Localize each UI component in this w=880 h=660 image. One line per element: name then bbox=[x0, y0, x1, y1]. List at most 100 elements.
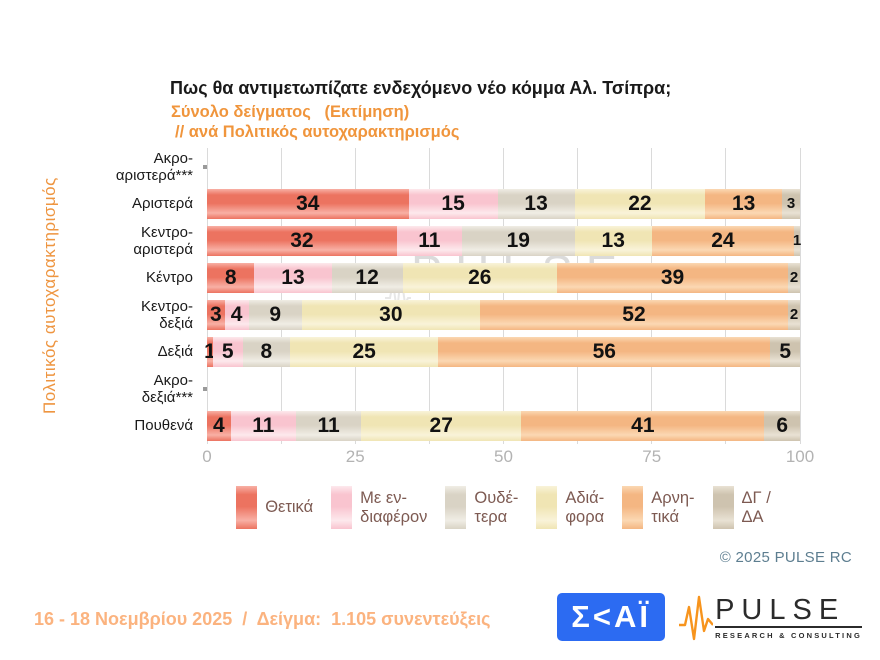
row-label-line: Δεξιά bbox=[157, 343, 193, 360]
gridline bbox=[206, 148, 208, 444]
legend-label-line: Αρνη- bbox=[651, 488, 695, 507]
row-label-line: Κέντρο bbox=[146, 269, 193, 286]
gridline bbox=[725, 148, 727, 444]
legend-swatch bbox=[331, 486, 353, 529]
copyright-note: © 2025 PULSE RC bbox=[719, 549, 852, 566]
legend-swatch bbox=[236, 486, 258, 529]
gridline bbox=[577, 148, 579, 444]
row-label: Ακρο-αριστερά*** bbox=[0, 148, 193, 185]
bar-segment: 8 bbox=[242, 336, 291, 367]
legend-item: Ουδέ-τερα bbox=[445, 486, 518, 529]
bar-value-label: 2 bbox=[789, 306, 799, 323]
bar-segment: 4 bbox=[224, 299, 249, 330]
bar-segment: 3 bbox=[207, 299, 225, 330]
bar-segment: 1 bbox=[793, 225, 801, 256]
bar-segment: 13 bbox=[254, 262, 332, 293]
bar-row bbox=[203, 152, 800, 182]
bar-value-label: 34 bbox=[296, 191, 320, 215]
legend-swatch bbox=[445, 486, 467, 529]
x-tick-label: 25 bbox=[345, 447, 365, 466]
row-label-line: δεξιά bbox=[159, 314, 193, 332]
legend-item: Με εν-διαφέρον bbox=[331, 486, 427, 529]
row-label-line: Ακρο- bbox=[153, 149, 193, 167]
bar-segment: 1 bbox=[204, 336, 216, 367]
legend-label-line: τερα bbox=[474, 507, 508, 526]
gridline bbox=[280, 148, 282, 444]
bar-segment: 13 bbox=[705, 188, 783, 219]
bar-value-label: 4 bbox=[230, 302, 243, 326]
bar-value-label: 15 bbox=[441, 191, 465, 215]
bar-segment: 22 bbox=[574, 188, 706, 219]
x-tick-label: 50 bbox=[494, 447, 513, 466]
bar-value-label: 24 bbox=[711, 228, 735, 252]
x-tick-label: 0 bbox=[202, 447, 212, 466]
pulse-logo-text: PULSE bbox=[715, 595, 862, 628]
bar-value-label: 32 bbox=[290, 228, 314, 252]
pulse-waveform-icon bbox=[679, 595, 714, 641]
legend-label: Αδιά-φορα bbox=[565, 489, 604, 527]
skai-logo: Σ<ΑΪ bbox=[557, 593, 666, 641]
legend-label-line: φορα bbox=[565, 507, 605, 526]
bar-value-label: 4 bbox=[213, 413, 225, 437]
bar-segment: 39 bbox=[556, 262, 789, 293]
bar-segment: 11 bbox=[295, 410, 362, 441]
bar-segment: 13 bbox=[497, 188, 575, 219]
row-label-line: Αριστερά bbox=[132, 195, 193, 212]
row-label-line: Ακρο- bbox=[153, 371, 193, 389]
bar-segment: 3 bbox=[782, 188, 800, 219]
fieldwork-note: 16 - 18 Νοεμβρίου 2025 / Δείγμα: 1.105 σ… bbox=[34, 609, 491, 629]
bar-segment: 19 bbox=[461, 225, 575, 256]
bar-value-label: 12 bbox=[355, 265, 379, 289]
row-label-line: Κεντρο- bbox=[141, 297, 193, 315]
bar-value-label: 52 bbox=[622, 302, 646, 326]
bar-segment: 34 bbox=[207, 188, 409, 219]
legend-label: Αρνη-τικά bbox=[651, 489, 694, 527]
legend-label: Με εν-διαφέρον bbox=[360, 489, 427, 527]
bar-row: 34 15 13 22 13 3 bbox=[207, 188, 800, 219]
row-label: Πουθενά bbox=[0, 407, 193, 444]
plot-area: PULSE RESEARCH & CONSULTING 341513221333… bbox=[203, 148, 801, 444]
legend-swatch bbox=[536, 486, 558, 529]
chart-subtitle-breakdown: // ανά Πολιτικός αυτοχαρακτηρισμός bbox=[175, 123, 460, 141]
row-label-line: Κεντρο- bbox=[141, 223, 193, 241]
bar-value-label: 2 bbox=[789, 269, 799, 286]
bar-value-label: 30 bbox=[379, 302, 403, 326]
bar-value-label: 3 bbox=[786, 195, 796, 212]
legend-swatch bbox=[712, 486, 734, 529]
legend-item: Αρνη-τικά bbox=[622, 486, 695, 529]
bar-value-label: 56 bbox=[592, 339, 616, 363]
bar-segment: 25 bbox=[290, 336, 439, 367]
bar-segment: 2 bbox=[788, 299, 800, 330]
bar-value-label: 13 bbox=[281, 265, 305, 289]
bar-value-label: 22 bbox=[628, 191, 652, 215]
legend-label: ΔΓ / ΔΑ bbox=[742, 489, 771, 527]
x-tick-label: 100 bbox=[785, 447, 815, 466]
bar-segment: 30 bbox=[301, 299, 480, 330]
x-tick-label: 75 bbox=[642, 447, 662, 466]
empty-row-tick bbox=[203, 386, 207, 391]
bar-row: 4 11 11 27 41 6 bbox=[207, 410, 800, 441]
bar-segment: 41 bbox=[521, 410, 765, 441]
pulse-logo-subtext: RESEARCH & CONSULTING bbox=[715, 630, 862, 640]
legend-label-line: Ουδέ- bbox=[474, 488, 519, 507]
gridline bbox=[354, 148, 356, 444]
gridline bbox=[651, 148, 653, 444]
pulse-logo: PULSE RESEARCH & CONSULTING bbox=[679, 591, 862, 643]
row-label: Ακρο-δεξιά*** bbox=[0, 370, 193, 407]
bar-value-label: 13 bbox=[524, 191, 548, 215]
bar-value-label: 9 bbox=[269, 302, 282, 326]
bar-row: 3 4 9 30 52 2 bbox=[207, 299, 800, 330]
legend-label-line: ΔΑ bbox=[741, 507, 764, 526]
gridline bbox=[503, 148, 504, 444]
gridline bbox=[799, 148, 801, 444]
legend-item: ΔΓ / ΔΑ bbox=[712, 486, 771, 529]
bar-value-label: 11 bbox=[252, 413, 275, 437]
bar-value-label: 8 bbox=[224, 265, 237, 289]
row-label: Αριστερά bbox=[0, 185, 193, 222]
bar-value-label: 8 bbox=[260, 339, 273, 363]
bar-value-label: 19 bbox=[506, 228, 530, 252]
row-label: Κεντρο-δεξιά bbox=[0, 296, 193, 333]
legend-item: Αδιά-φορα bbox=[536, 486, 604, 529]
chart-title: Πως θα αντιμετωπίζατε ενδεχόμενο νέο κόμ… bbox=[170, 78, 672, 98]
bar-segment: 8 bbox=[207, 262, 255, 293]
